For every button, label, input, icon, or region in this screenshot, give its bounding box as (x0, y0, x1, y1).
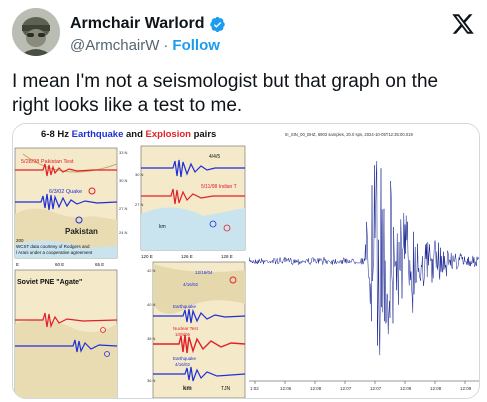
quake-label: 6/3/02 Quake (49, 189, 82, 195)
earthquake-date-2: 12/16/04 (195, 270, 213, 275)
lat-40: 40 N (147, 302, 156, 307)
follow-button[interactable]: Follow (172, 37, 220, 54)
svg-text:6-8 Hz Earthquake and Explosio: 6-8 Hz Earthquake and Explosion pairs (41, 129, 216, 140)
seismogram-trace (249, 160, 479, 356)
lat-42: 42 N (147, 268, 156, 273)
title-prefix: 6-8 Hz (41, 129, 72, 140)
x-tick-label: 12:08 (430, 386, 442, 391)
credit-3: l Arani under a cooperative agreement (16, 250, 93, 255)
earthquake-label-1: Earthquake (173, 304, 197, 309)
title-suffix: pairs (191, 129, 216, 140)
comparison-figure: 6-8 Hz Earthquake and Explosion pairs 5/… (13, 124, 249, 398)
author-handle[interactable]: @ArmchairW (70, 37, 160, 54)
lat-38: 38 N (147, 336, 156, 341)
author-display-name[interactable]: Armchair Warlord (70, 15, 205, 32)
x-tick-label: 12:09 (400, 386, 412, 391)
lon-e: E (16, 262, 19, 267)
tweet-media-image[interactable]: 6-8 Hz Earthquake and Explosion pairs 5/… (12, 123, 480, 399)
nuclear-test-label: Nuclear Test (173, 326, 199, 331)
pakistan-explosion-trace (15, 163, 117, 177)
nuclear-date: 10/9/06 (175, 332, 191, 337)
seismogram-header: III_SIN_00_BHZ, 6903 samples, 20.0 sps, … (285, 132, 413, 137)
credit-1: 200 (16, 238, 24, 243)
seismogram-x-ticks: 1:02 12:06 12:08 12:07 12:07 12:09 12:08 12:09 (250, 381, 472, 391)
lat-30-mid: 30 N (135, 172, 144, 177)
title-explosion: Explosion (146, 129, 192, 140)
lat-27: 27 N (119, 206, 128, 211)
lon-60: 60 E (55, 262, 64, 267)
lat-27-mid: 27 N (135, 202, 144, 207)
author-handle-row: @ArmchairW · Follow (70, 36, 226, 56)
avatar[interactable] (12, 8, 60, 56)
title-earthquake: Earthquake (72, 129, 124, 140)
lon-65: 65 E (95, 262, 104, 267)
date-4-4: 4/4/5 (209, 154, 220, 160)
separator-dot: · (163, 37, 169, 54)
seismogram: III_SIN_00_BHZ, 6903 samples, 20.0 sps, … (249, 124, 479, 398)
lat-33: 33 N (119, 150, 128, 155)
tweet-text: I mean I'm not a seismologist but that g… (12, 71, 439, 116)
tweet-header: Armchair Warlord @ArmchairW · Follow (12, 8, 475, 58)
verified-badge-icon (209, 16, 225, 32)
earthquake2-date: 4/16/02 (175, 362, 191, 367)
km-label-1: km (159, 224, 166, 230)
km-label-2: km (183, 386, 192, 392)
x-tick-label: 12:07 (340, 386, 352, 391)
indian-test-label: 5/11/98 Indian T (201, 184, 237, 190)
pakistan-label: Pakistan (65, 227, 98, 236)
avatar-image (12, 8, 60, 56)
date-4-16: 4/16/02 (183, 282, 199, 287)
lon-126: 126 E (181, 254, 193, 259)
title-and: and (123, 129, 145, 140)
x-tick-label: 12:07 (370, 386, 382, 391)
credit-2: WCST data courtesy of Rodgers and (16, 244, 90, 249)
author-name-row: Armchair Warlord (70, 14, 226, 34)
x-logo-icon[interactable] (451, 12, 475, 36)
lat-36: 36 N (147, 378, 156, 383)
seismogram-waveform (249, 160, 479, 356)
earthquake-label-2: Earthquake (173, 356, 197, 361)
lon-128: 128 E (221, 254, 233, 259)
tjn-label: TJN (221, 386, 231, 392)
lon-120: 120 E (141, 254, 153, 259)
pakistan-test-label: 5/28/98 Pakistan Test (21, 159, 74, 165)
lat-30: 30 N (119, 178, 128, 183)
soviet-label: Soviet PNE "Agate" (17, 279, 82, 286)
x-tick-label: 12:08 (310, 386, 322, 391)
x-tick-label: 12:09 (460, 386, 472, 391)
x-tick-label: 1:02 (250, 386, 259, 391)
x-tick-label: 12:06 (280, 386, 292, 391)
pakistan-earthquake-trace (15, 193, 118, 211)
lat-24: 24 N (119, 230, 128, 235)
